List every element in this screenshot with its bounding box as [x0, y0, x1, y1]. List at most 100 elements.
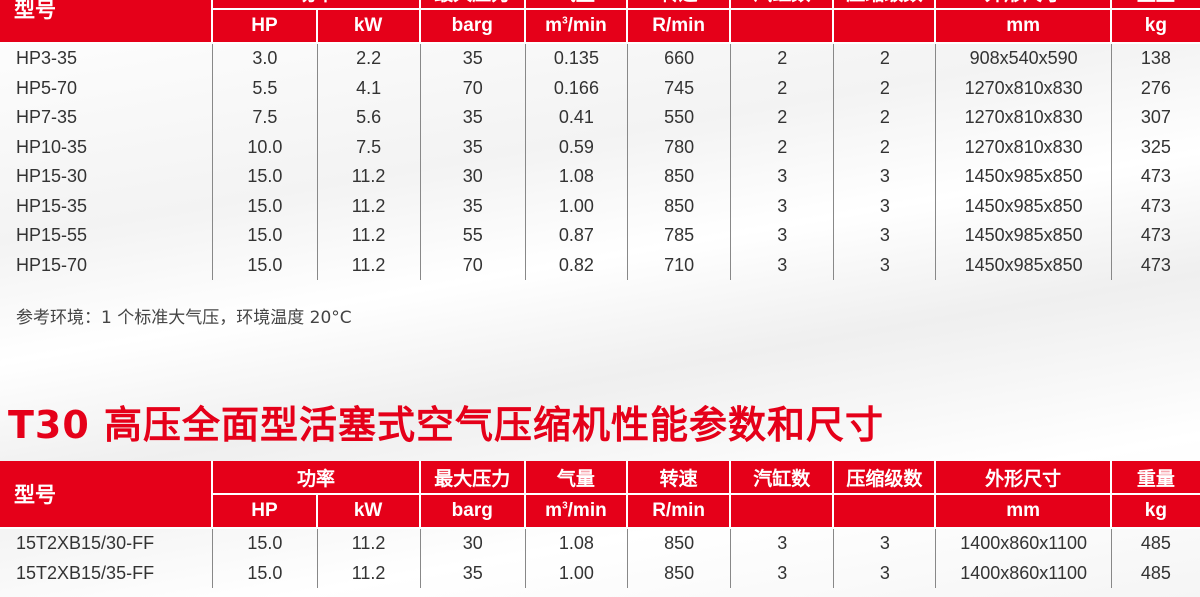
table-row: 15T2XB15/30-FF 15.0 11.2 30 1.08 850 3 3 1400x86…: [0, 529, 1200, 559]
header-dimensions: 外形尺寸: [936, 461, 1112, 495]
header-stages: 压缩级数: [834, 0, 937, 10]
table-row: HP10-35 10.0 7.5 35 0.59 780 2 2 1270x810x830 325: [0, 132, 1200, 162]
cell-stages: 3: [834, 558, 937, 588]
cell-flow: 1.00: [526, 558, 629, 588]
header-max-pressure: 最大压力: [420, 461, 526, 495]
cell-cylinders: 2: [731, 132, 835, 162]
cell-weight: 473: [1140, 225, 1171, 246]
cell-rpm: 850: [628, 529, 732, 559]
unit-stages: [834, 495, 937, 529]
cell-cylinders: 3: [731, 558, 835, 588]
unit-rpm: R/min: [628, 495, 732, 529]
cell-barg: 30: [421, 529, 526, 559]
cell-flow: 0.82: [526, 250, 629, 280]
cell-barg: 55: [421, 221, 526, 251]
unit-cylinders: [731, 495, 835, 529]
cell-weight: 276: [1140, 77, 1171, 98]
cell-model: HP7-35: [0, 103, 214, 133]
cell-weight: 473: [1140, 195, 1171, 216]
cell-flow: 0.41: [526, 103, 629, 133]
cell-dimensions: 1270x810x830: [936, 103, 1112, 133]
cell-barg: 70: [421, 250, 526, 280]
unit-flow: m3/min: [525, 10, 629, 44]
cell-weight: 485: [1140, 533, 1171, 554]
cell-stages: 3: [834, 529, 937, 559]
header-dimensions: 外形尺寸: [936, 0, 1112, 10]
cell-model: HP15-70: [0, 250, 214, 280]
unit-kg: kg: [1111, 10, 1200, 44]
header-air-flow: 气量: [525, 0, 629, 10]
cell-kw: 7.5: [318, 132, 421, 162]
cell-kw: 5.6: [318, 103, 421, 133]
cell-flow: 0.87: [526, 221, 629, 251]
cell-stages: 2: [834, 44, 937, 74]
cell-stages: 3: [834, 250, 937, 280]
cell-dimensions: 1270x810x830: [936, 132, 1112, 162]
cell-dimensions: 1450x985x850: [936, 221, 1112, 251]
cell-kw: 4.1: [318, 73, 421, 103]
cell-rpm: 850: [628, 558, 732, 588]
cell-rpm: 550: [628, 103, 732, 133]
header-model: 型号: [0, 0, 214, 44]
cell-rpm: 710: [628, 250, 732, 280]
cell-model: HP15-35: [0, 191, 214, 221]
header-max-pressure: 最大压力: [420, 0, 526, 10]
cell-hp: 15.0: [213, 250, 318, 280]
header-weight: 重量: [1111, 0, 1200, 10]
table-row: HP3-35 3.0 2.2 35 0.135 660 2 2 908x540x590 138: [0, 44, 1200, 74]
cell-model: 15T2XB15/30-FF: [0, 529, 214, 559]
cell-rpm: 850: [628, 191, 732, 221]
table-row: HP15-30 15.0 11.2 30 1.08 850 3 3 1450x985x850 47…: [0, 162, 1200, 192]
table-row: HP15-55 15.0 11.2 55 0.87 785 3 3 1450x985x850 47…: [0, 221, 1200, 251]
cell-barg: 70: [421, 73, 526, 103]
table-row: HP15-70 15.0 11.2 70 0.82 710 3 3 1450x985x850 47…: [0, 250, 1200, 280]
cell-weight: 138: [1140, 48, 1171, 69]
cell-cylinders: 2: [731, 73, 835, 103]
cell-flow: 0.135: [526, 44, 629, 74]
cell-hp: 15.0: [213, 529, 318, 559]
section-title: T30 高压全面型活塞式空气压缩机性能参数和尺寸: [8, 403, 885, 447]
table-row: HP5-70 5.5 4.1 70 0.166 745 2 2 1270x810x830 276: [0, 73, 1200, 103]
unit-rpm: R/min: [628, 10, 732, 44]
cell-kw: 11.2: [318, 191, 421, 221]
cell-dimensions: 1450x985x850: [936, 191, 1112, 221]
cell-hp: 5.5: [213, 73, 318, 103]
cell-barg: 35: [421, 132, 526, 162]
cell-flow: 0.59: [526, 132, 629, 162]
cell-cylinders: 3: [731, 162, 835, 192]
cell-dimensions: 1270x810x830: [936, 73, 1112, 103]
t30-spec-table: 型号 功率 最大压力 气量 转速 汽缸数 压缩级数 外形尺寸 重量 HP kW …: [0, 461, 1200, 588]
header-power: 功率: [213, 461, 421, 495]
header-cylinders: 汽缸数: [731, 0, 835, 10]
table-row: HP7-35 7.5 5.6 35 0.41 550 2 2 1270x810x830 307: [0, 103, 1200, 133]
header-cylinders: 汽缸数: [731, 461, 835, 495]
cell-stages: 2: [834, 132, 937, 162]
unit-hp: HP: [213, 10, 318, 44]
cell-flow: 1.08: [526, 529, 629, 559]
unit-mm: mm: [936, 10, 1112, 44]
cell-kw: 2.2: [318, 44, 421, 74]
cell-cylinders: 3: [731, 529, 835, 559]
cell-dimensions: 1450x985x850: [936, 250, 1112, 280]
cell-weight: 325: [1140, 136, 1171, 157]
cell-cylinders: 2: [731, 44, 835, 74]
cell-barg: 35: [421, 44, 526, 74]
cell-barg: 35: [421, 103, 526, 133]
header-air-flow: 气量: [525, 461, 629, 495]
cell-barg: 35: [421, 558, 526, 588]
cell-weight: 473: [1140, 166, 1171, 187]
unit-flow: m3/min: [525, 495, 629, 529]
cell-cylinders: 2: [731, 103, 835, 133]
unit-stages: [834, 10, 937, 44]
cell-kw: 11.2: [318, 250, 421, 280]
cell-weight: 307: [1140, 107, 1171, 128]
cell-hp: 10.0: [213, 132, 318, 162]
cell-flow: 1.00: [526, 191, 629, 221]
cell-rpm: 780: [628, 132, 732, 162]
cell-dimensions: 1400x860x1100: [936, 529, 1112, 559]
cell-hp: 15.0: [213, 191, 318, 221]
cell-model: HP15-30: [0, 162, 214, 192]
cell-stages: 3: [834, 221, 937, 251]
header-weight: 重量: [1111, 461, 1200, 495]
unit-kw: kW: [317, 495, 421, 529]
